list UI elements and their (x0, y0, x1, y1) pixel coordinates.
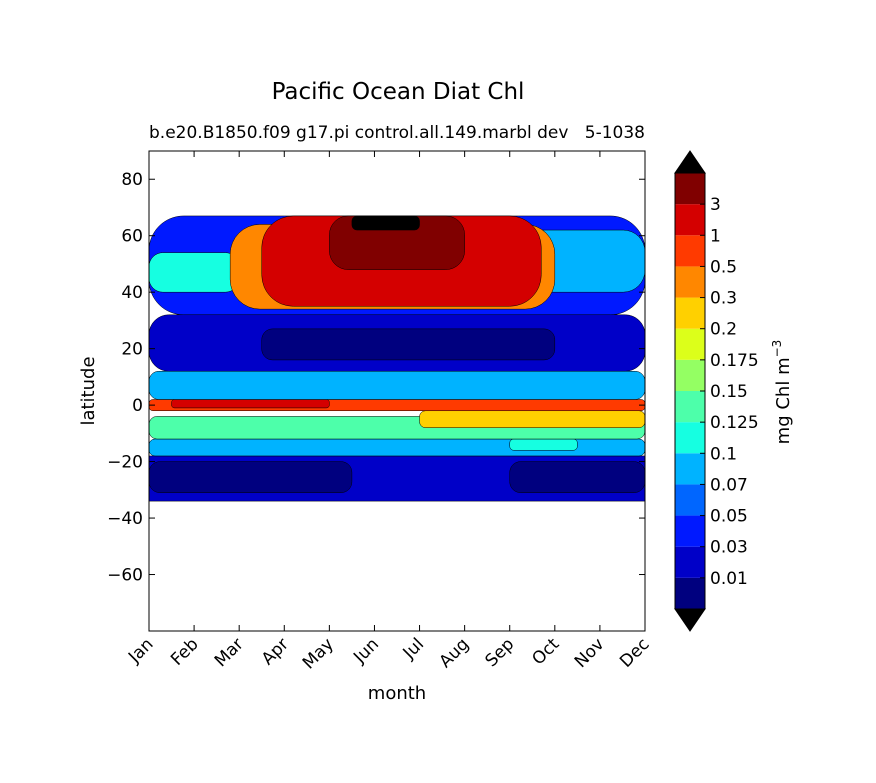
x-tick-label: Apr (258, 634, 293, 669)
plot-area (149, 215, 645, 502)
colorbar-tick-label: 0.175 (710, 351, 759, 371)
colorbar-tick-label: 0.05 (710, 507, 748, 527)
chart-title: Pacific Ocean Diat Chl (272, 79, 525, 105)
colorbar-extend-max (674, 150, 706, 174)
y-tick-label: 20 (121, 340, 143, 360)
x-tick-label: Jun (349, 634, 383, 668)
contour-region (149, 461, 353, 493)
colorbar-tick-label: 0.03 (710, 538, 748, 558)
colorbar-tick-label: 0.3 (710, 289, 737, 309)
colorbar-tick-label: 0.5 (710, 257, 737, 277)
y-tick-label: 80 (121, 170, 143, 190)
contour-region (419, 410, 645, 428)
colorbar-tick-label: 0.125 (710, 413, 759, 433)
x-tick-label: Mar (211, 634, 248, 671)
colorbar-label: mg Chl m−3 (770, 340, 794, 445)
colorbar-tick-label: 0.07 (710, 475, 748, 495)
contour-region (261, 328, 556, 361)
colorbar-swatch (675, 391, 705, 423)
contour-region (149, 370, 645, 400)
colorbar-tick-label: 0.2 (710, 320, 737, 340)
x-tick-label: May (299, 634, 338, 673)
contour-region (149, 252, 240, 293)
colorbar-swatch (675, 266, 705, 298)
colorbar-swatch (675, 515, 705, 547)
chart-subtitle-left: b.e20.B1850.f09 g17.pi control.all.149.m… (149, 123, 568, 143)
y-axis-label: latitude (78, 356, 99, 425)
x-tick-label: Jul (399, 634, 428, 663)
y-tick-label: −40 (107, 509, 143, 529)
chart-subtitle-right: 5-1038 (585, 123, 645, 143)
x-tick-label: Feb (167, 634, 202, 669)
colorbar-tick-label: 3 (710, 195, 721, 215)
colorbar: 0.01 0.03 0.05 0.07 0.1 0.125 0.15 0.175 0.2 0.3 0… (674, 150, 759, 632)
colorbar-swatch (675, 453, 705, 485)
colorbar-tick-label: 1 (710, 226, 721, 246)
y-tick-label: 60 (121, 227, 143, 247)
y-tick-label: −20 (107, 453, 143, 473)
colorbar-swatch (675, 577, 705, 609)
y-tick-label: −60 (107, 566, 143, 586)
colorbar-swatch (675, 546, 705, 578)
colorbar-swatch (675, 204, 705, 236)
x-axis-label: month (368, 683, 426, 704)
x-tick-label: Aug (436, 634, 474, 672)
colorbar-swatch (675, 328, 705, 360)
colorbar-tick-label: 0.1 (710, 444, 737, 464)
colorbar-swatch (675, 297, 705, 329)
y-tick-label: 40 (121, 283, 143, 303)
x-tick-label: Dec (616, 634, 653, 671)
x-tick-label: Sep (481, 634, 518, 671)
contour-region (171, 399, 330, 409)
x-tick-label: Jan (124, 634, 157, 667)
x-tick-label: Nov (571, 634, 609, 672)
y-tick-label: 0 (132, 396, 143, 416)
colorbar-swatch (675, 173, 705, 205)
colorbar-extend-min (674, 608, 706, 632)
plot-frame (148, 150, 646, 632)
x-tick-label: Oct (528, 634, 563, 669)
colorbar-swatch (675, 235, 705, 267)
colorbar-tick-label: 0.01 (710, 569, 748, 589)
colorbar-swatch (675, 422, 705, 454)
contour-region (509, 461, 645, 493)
colorbar-swatch (675, 484, 705, 516)
colorbar-tick-label: 0.15 (710, 382, 748, 402)
colorbar-swatch (675, 359, 705, 391)
contour-region (509, 438, 578, 451)
y-axis: −60 −40 −20 0 20 40 60 80 (107, 170, 645, 586)
contour-region (351, 215, 420, 231)
